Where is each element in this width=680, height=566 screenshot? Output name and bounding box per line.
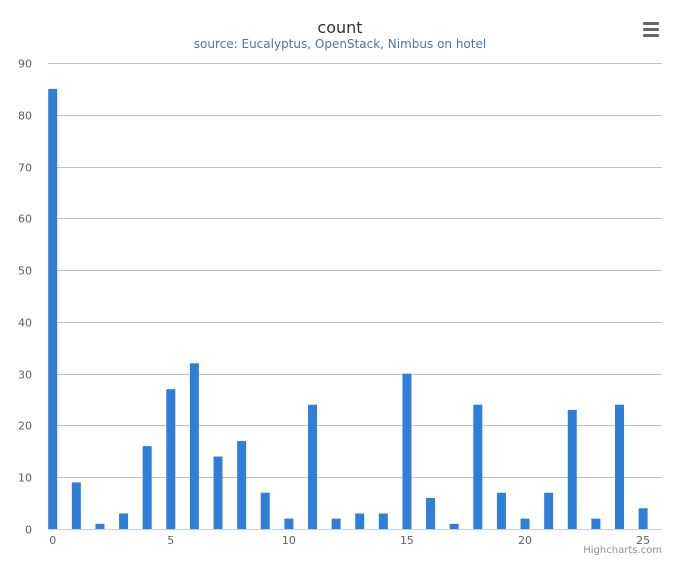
bar[interactable] (402, 373, 412, 529)
credits-link[interactable]: Highcharts.com (583, 545, 662, 556)
bar[interactable] (378, 513, 388, 529)
x-tick-label: 10 (282, 534, 296, 547)
bar[interactable] (520, 518, 530, 529)
bar[interactable] (307, 404, 317, 529)
bar[interactable] (449, 523, 459, 529)
y-tick-label: 90 (18, 58, 32, 71)
y-axis-ticks: 0 10 20 30 40 50 60 70 80 90 (18, 58, 32, 537)
bar[interactable] (119, 513, 129, 529)
y-tick-label: 0 (25, 524, 32, 537)
x-tick-label: 15 (400, 534, 414, 547)
x-tick-label: 20 (518, 534, 532, 547)
y-tick-label: 80 (18, 110, 32, 123)
bar[interactable] (426, 497, 436, 529)
bar[interactable] (591, 518, 601, 529)
bar[interactable] (142, 446, 152, 529)
bar[interactable] (567, 409, 577, 529)
bar[interactable] (71, 482, 81, 529)
bar[interactable] (213, 456, 223, 529)
y-tick-label: 10 (18, 472, 32, 485)
bars (48, 88, 648, 529)
bar[interactable] (355, 513, 365, 529)
chart-subtitle: source: Eucalyptus, OpenStack, Nimbus on… (194, 37, 486, 51)
bar[interactable] (638, 508, 648, 529)
bar[interactable] (496, 492, 506, 529)
bar[interactable] (166, 389, 176, 529)
y-tick-label: 20 (18, 420, 32, 433)
bar[interactable] (614, 404, 624, 529)
hamburger-menu-icon (643, 22, 659, 37)
y-tick-label: 50 (18, 265, 32, 278)
y-tick-label: 30 (18, 369, 32, 382)
chart-title: count (317, 18, 362, 37)
bar[interactable] (331, 518, 341, 529)
y-tick-label: 40 (18, 317, 32, 330)
export-menu-button[interactable] (638, 18, 664, 42)
bar[interactable] (284, 518, 294, 529)
y-tick-label: 70 (18, 162, 32, 175)
x-tick-label: 0 (49, 534, 56, 547)
bar[interactable] (473, 404, 483, 529)
bar[interactable] (95, 523, 105, 529)
grid-lines (48, 63, 662, 478)
x-tick-label: 25 (636, 534, 650, 547)
bar[interactable] (237, 440, 247, 529)
bar[interactable] (260, 492, 270, 529)
bar[interactable] (189, 363, 199, 529)
x-axis-ticks: 0 5 10 15 20 25 (49, 534, 650, 547)
x-tick-label: 5 (167, 534, 174, 547)
bar[interactable] (48, 88, 58, 529)
bar[interactable] (544, 492, 554, 529)
y-tick-label: 60 (18, 213, 32, 226)
